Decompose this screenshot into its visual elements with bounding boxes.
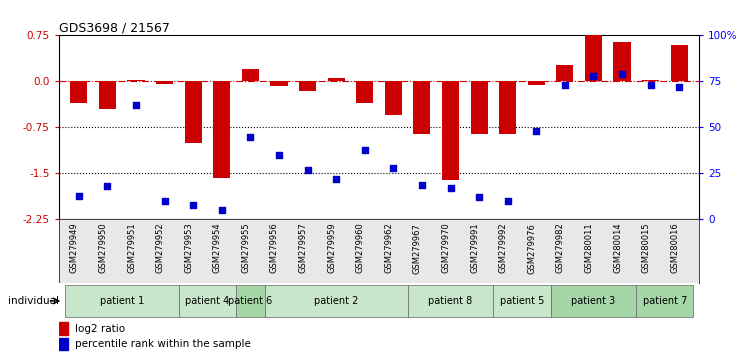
- Point: [159, 198, 171, 204]
- Bar: [185, 81, 202, 143]
- Text: patient 4: patient 4: [185, 296, 230, 306]
- Bar: [585, 35, 602, 81]
- Bar: [71, 81, 88, 103]
- Point: [188, 202, 199, 207]
- Bar: [242, 69, 259, 81]
- Bar: [613, 41, 631, 81]
- Bar: [408, 285, 493, 317]
- Text: GSM279982: GSM279982: [556, 223, 565, 273]
- Bar: [328, 78, 344, 81]
- Text: GSM280015: GSM280015: [642, 223, 651, 273]
- Point: [616, 71, 628, 77]
- Bar: [642, 80, 659, 81]
- Point: [73, 193, 85, 198]
- Text: patient 8: patient 8: [428, 296, 473, 306]
- Text: GSM279949: GSM279949: [70, 223, 79, 273]
- Bar: [470, 81, 488, 133]
- Bar: [265, 285, 408, 317]
- Text: GSM280014: GSM280014: [613, 223, 622, 273]
- Bar: [670, 45, 687, 81]
- Bar: [59, 338, 68, 350]
- Text: log2 ratio: log2 ratio: [75, 324, 125, 333]
- Point: [531, 128, 542, 134]
- Text: patient 2: patient 2: [314, 296, 358, 306]
- Bar: [270, 81, 288, 86]
- Text: patient 6: patient 6: [228, 296, 272, 306]
- Point: [130, 103, 142, 108]
- Text: GSM279957: GSM279957: [299, 223, 308, 273]
- Bar: [59, 322, 68, 335]
- Point: [387, 165, 399, 171]
- Point: [302, 167, 314, 173]
- Bar: [99, 81, 116, 109]
- Bar: [442, 81, 459, 179]
- Text: patient 5: patient 5: [500, 296, 544, 306]
- Bar: [213, 81, 230, 178]
- Text: GSM279953: GSM279953: [184, 223, 194, 273]
- Point: [359, 147, 371, 152]
- Text: GSM279991: GSM279991: [470, 223, 479, 273]
- Point: [273, 152, 285, 158]
- Point: [587, 73, 599, 79]
- Text: GSM279956: GSM279956: [270, 223, 279, 273]
- Bar: [528, 81, 545, 85]
- Bar: [65, 285, 179, 317]
- Text: percentile rank within the sample: percentile rank within the sample: [75, 339, 251, 349]
- Bar: [499, 81, 516, 133]
- Text: GSM280016: GSM280016: [670, 223, 679, 273]
- Point: [416, 182, 428, 187]
- Text: patient 1: patient 1: [99, 296, 144, 306]
- Text: GSM279951: GSM279951: [127, 223, 136, 273]
- Point: [502, 198, 514, 204]
- Point: [473, 195, 485, 200]
- Text: GSM279962: GSM279962: [384, 223, 393, 273]
- Text: GSM279967: GSM279967: [413, 223, 422, 274]
- Bar: [551, 285, 637, 317]
- Text: individual: individual: [8, 296, 60, 306]
- Text: GSM279959: GSM279959: [328, 223, 336, 273]
- Text: GSM279952: GSM279952: [155, 223, 165, 273]
- Text: GSM279954: GSM279954: [213, 223, 222, 273]
- Bar: [385, 81, 402, 115]
- Text: GSM279992: GSM279992: [499, 223, 508, 273]
- Point: [445, 185, 456, 191]
- Bar: [156, 81, 173, 85]
- Bar: [236, 285, 265, 317]
- Bar: [637, 285, 693, 317]
- Point: [559, 82, 570, 88]
- Text: GSM280011: GSM280011: [584, 223, 593, 273]
- Point: [645, 82, 657, 88]
- Point: [673, 84, 685, 90]
- Bar: [414, 81, 431, 133]
- Text: patient 3: patient 3: [571, 296, 615, 306]
- Point: [330, 176, 342, 182]
- Bar: [493, 285, 551, 317]
- Bar: [127, 80, 145, 81]
- Point: [102, 183, 113, 189]
- Bar: [179, 285, 236, 317]
- Text: GDS3698 / 21567: GDS3698 / 21567: [59, 21, 170, 34]
- Bar: [299, 81, 316, 91]
- Bar: [356, 81, 373, 103]
- Text: GSM279960: GSM279960: [355, 223, 365, 273]
- Point: [244, 134, 256, 139]
- Bar: [556, 65, 573, 81]
- Text: GSM279976: GSM279976: [527, 223, 537, 274]
- Text: GSM279955: GSM279955: [241, 223, 250, 273]
- Point: [216, 207, 227, 213]
- Text: GSM279950: GSM279950: [99, 223, 107, 273]
- Text: GSM279970: GSM279970: [442, 223, 450, 273]
- Text: patient 7: patient 7: [643, 296, 687, 306]
